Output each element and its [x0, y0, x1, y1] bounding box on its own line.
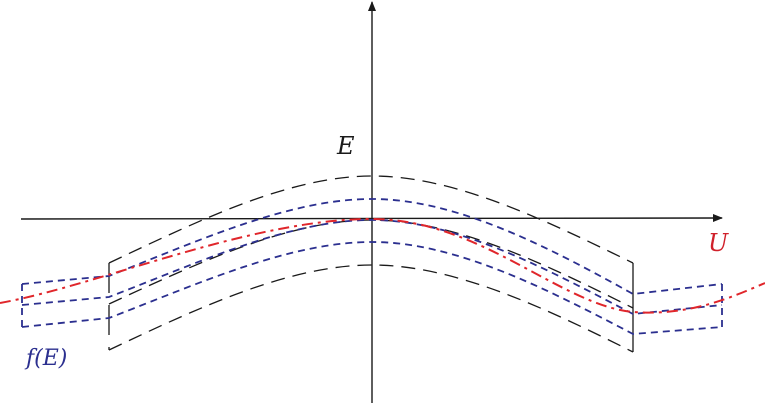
outer-band-upper-curve — [108, 175, 634, 264]
f-of-e-label: f(E) — [24, 346, 67, 371]
inner-band-lower-curve — [21, 241, 723, 335]
e-axis-label: E — [336, 132, 355, 160]
inner-band-mid-curve — [21, 219, 723, 315]
trajectory-curve — [0, 217, 765, 314]
inner-band-upper-curve — [21, 198, 723, 295]
u-axis-label: U — [708, 229, 729, 257]
outer-band-mid-curve — [108, 219, 634, 309]
outer-band-lower-curve — [108, 264, 634, 353]
